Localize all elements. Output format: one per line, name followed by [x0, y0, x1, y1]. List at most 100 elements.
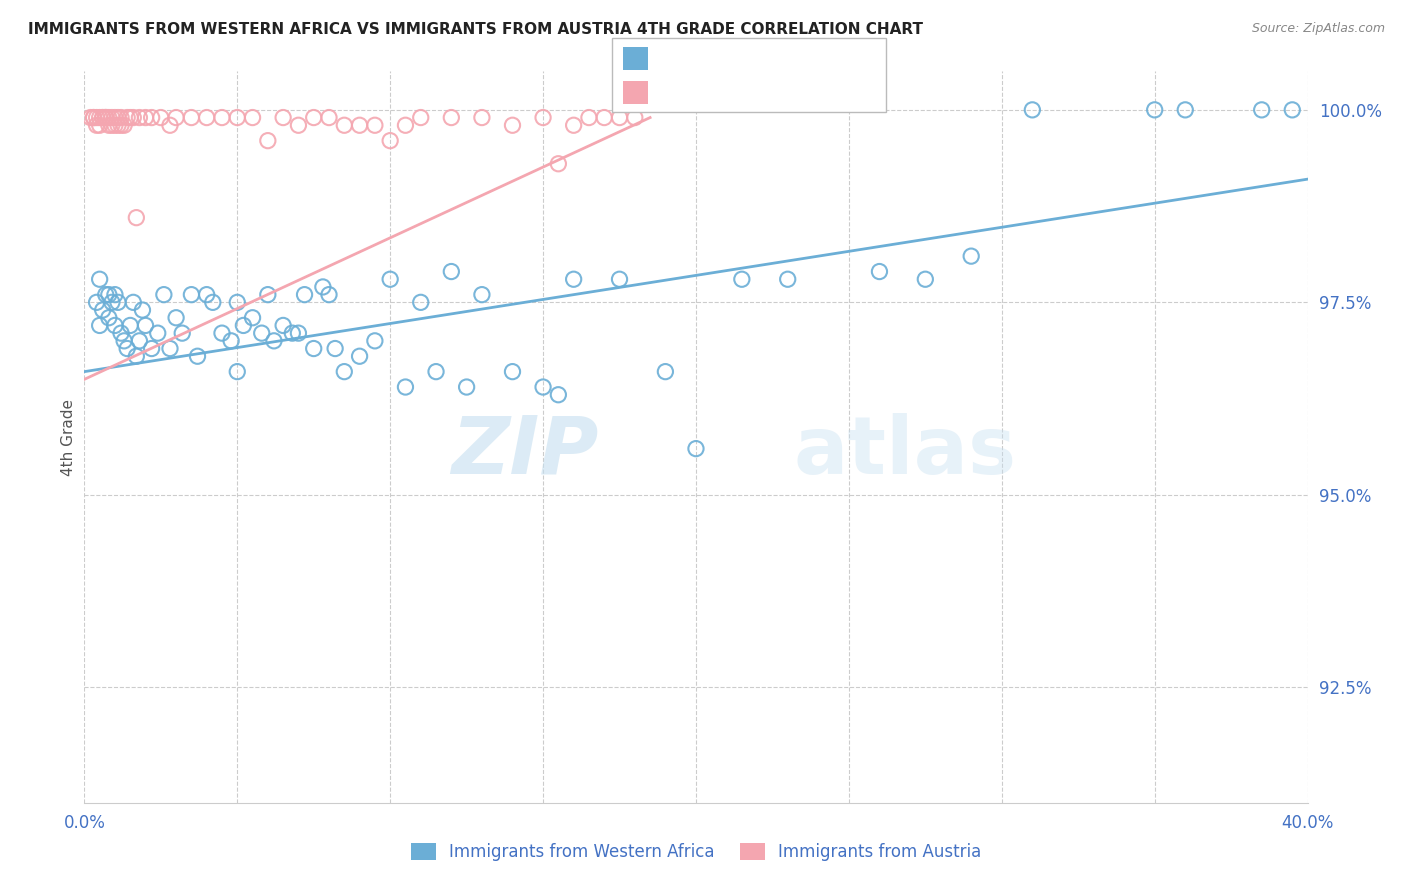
Point	[960, 249, 983, 263]
Point	[86, 111, 108, 125]
Point	[128, 111, 150, 125]
Point	[263, 334, 285, 348]
Text: atlas: atlas	[794, 413, 1017, 491]
Point	[86, 295, 108, 310]
Point	[153, 287, 176, 301]
Point	[349, 118, 371, 132]
Point	[91, 111, 114, 125]
Point	[271, 111, 294, 125]
Point	[654, 365, 676, 379]
Point	[685, 442, 707, 456]
Point	[201, 295, 224, 310]
Point	[281, 326, 304, 340]
Point	[609, 272, 631, 286]
Point	[110, 111, 132, 125]
Point	[91, 111, 114, 125]
Point	[440, 111, 463, 125]
Point	[112, 334, 135, 348]
Point	[195, 111, 218, 125]
Point	[232, 318, 254, 333]
Point	[122, 111, 145, 125]
Point	[294, 287, 316, 301]
Point	[110, 326, 132, 340]
Point	[250, 326, 273, 340]
Point	[115, 342, 138, 356]
Point	[186, 349, 208, 363]
Point	[425, 365, 447, 379]
Point	[107, 118, 129, 132]
Point	[120, 111, 142, 125]
Point	[349, 349, 371, 363]
Point	[731, 272, 754, 286]
Point	[257, 287, 280, 301]
Text: ZIP: ZIP	[451, 413, 598, 491]
Point	[159, 342, 181, 356]
Point	[97, 118, 120, 132]
Point	[112, 118, 135, 132]
Point	[323, 342, 346, 356]
Point	[159, 118, 181, 132]
Point	[89, 318, 111, 333]
Point	[547, 157, 569, 171]
Point	[1250, 103, 1272, 117]
Point	[302, 111, 325, 125]
Point	[115, 111, 138, 125]
Point	[180, 287, 202, 301]
Point	[86, 118, 108, 132]
Point	[89, 111, 111, 125]
Point	[226, 111, 249, 125]
Point	[125, 211, 148, 225]
Point	[287, 326, 309, 340]
Point	[364, 118, 387, 132]
Point	[211, 326, 233, 340]
Point	[394, 118, 416, 132]
Legend: Immigrants from Western Africa, Immigrants from Austria: Immigrants from Western Africa, Immigran…	[404, 836, 988, 868]
Text: Source: ZipAtlas.com: Source: ZipAtlas.com	[1251, 22, 1385, 36]
Point	[135, 318, 157, 333]
Point	[531, 111, 554, 125]
Point	[257, 134, 280, 148]
Text: IMMIGRANTS FROM WESTERN AFRICA VS IMMIGRANTS FROM AUSTRIA 4TH GRADE CORRELATION : IMMIGRANTS FROM WESTERN AFRICA VS IMMIGR…	[28, 22, 924, 37]
Text: N = 59: N = 59	[780, 84, 842, 103]
Point	[271, 318, 294, 333]
Text: R = 0.319: R = 0.319	[659, 52, 742, 70]
Point	[107, 295, 129, 310]
Point	[89, 118, 111, 132]
Point	[104, 118, 127, 132]
Point	[180, 111, 202, 125]
Point	[531, 380, 554, 394]
Point	[562, 118, 585, 132]
Point	[394, 380, 416, 394]
Point	[101, 118, 124, 132]
Point	[318, 111, 340, 125]
Point	[226, 365, 249, 379]
Point	[172, 326, 194, 340]
Point	[547, 388, 569, 402]
Point	[94, 111, 117, 125]
Point	[242, 111, 264, 125]
Point	[914, 272, 936, 286]
Text: R = 0.315: R = 0.315	[659, 84, 742, 103]
Text: N = 74: N = 74	[780, 52, 842, 70]
Point	[141, 342, 163, 356]
Point	[471, 111, 494, 125]
Point	[502, 365, 524, 379]
Point	[149, 111, 172, 125]
Point	[89, 272, 111, 286]
Point	[195, 287, 218, 301]
Point	[219, 334, 242, 348]
Point	[165, 111, 187, 125]
Point	[97, 310, 120, 325]
Point	[1143, 103, 1166, 117]
Point	[131, 303, 153, 318]
Point	[94, 111, 117, 125]
Point	[624, 111, 647, 125]
Point	[593, 111, 616, 125]
Point	[83, 111, 105, 125]
Point	[409, 295, 432, 310]
Point	[409, 111, 432, 125]
Point	[562, 272, 585, 286]
Point	[211, 111, 233, 125]
Point	[165, 310, 187, 325]
Point	[380, 134, 402, 148]
